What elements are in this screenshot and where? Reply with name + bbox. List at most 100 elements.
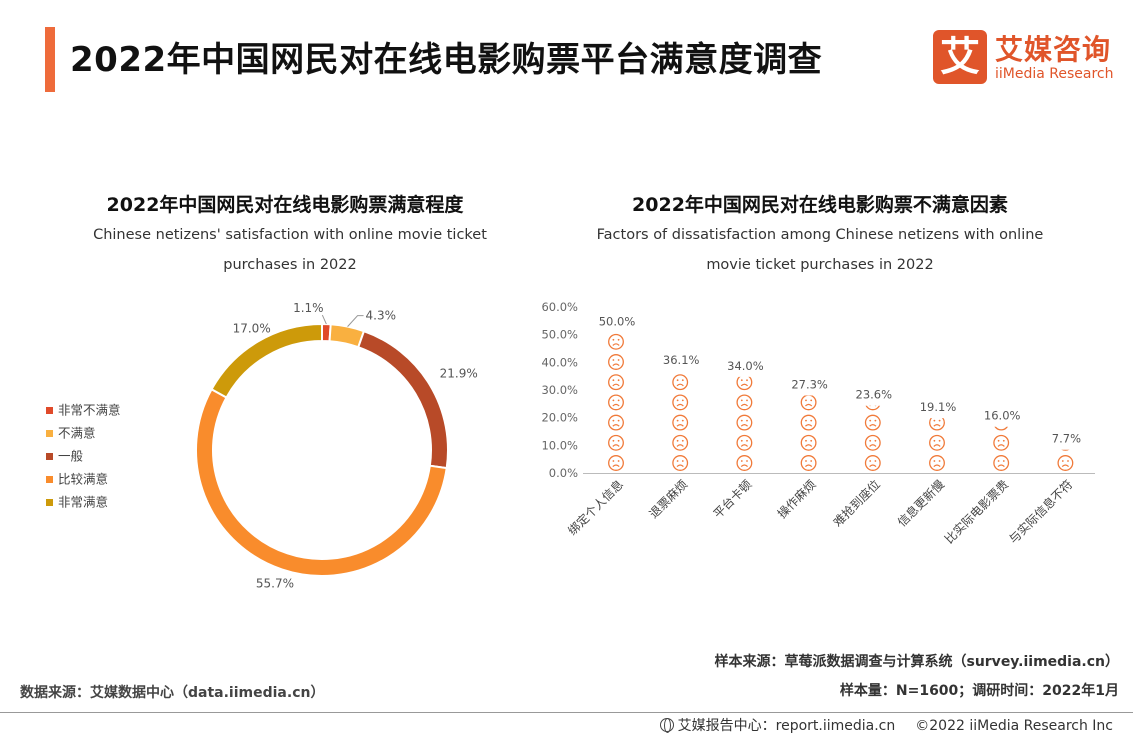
sad-face-icon <box>672 394 689 411</box>
x-tick-label: 平台卡顿 <box>710 477 755 522</box>
donut-data-label: 55.7% <box>256 576 294 590</box>
pictograph-bar <box>993 426 1010 471</box>
footer-divider <box>0 712 1133 713</box>
sad-face-icon <box>929 418 945 431</box>
sad-face-icon <box>864 414 881 431</box>
sad-face-icon <box>672 374 689 391</box>
donut-slice <box>357 329 449 470</box>
sad-face-icon <box>800 395 817 411</box>
pictograph-bar <box>736 376 753 471</box>
donut-slice <box>195 387 448 577</box>
legend-label: 比较满意 <box>58 472 108 487</box>
sad-face-icon <box>929 434 945 451</box>
legend-swatch <box>46 499 53 506</box>
legend-label: 非常满意 <box>58 495 108 510</box>
donut-chart: 1.1% 4.3% 21.9% 55.7% 17.0% 非常不满意不满意一般比较满意非常满… <box>46 301 478 590</box>
data-source: 数据来源：艾媒数据中心（data.iimedia.cn） <box>20 685 325 701</box>
sad-face-icon <box>736 394 753 411</box>
bar-subtitle-line2: movie ticket purchases in 2022 <box>706 257 934 273</box>
bar-data-label: 16.0% <box>984 409 1021 423</box>
legend-label: 非常不满意 <box>58 403 121 418</box>
y-tick-label: 60.0% <box>541 300 578 314</box>
y-tick-label: 40.0% <box>541 355 578 369</box>
donut-data-label: 17.0% <box>233 322 271 336</box>
sad-face-icon <box>736 414 753 431</box>
pictograph-bar-chart: 0.0% 10.0% 20.0% 30.0% 40.0% 50.0% 60.0% 50.0% 绑… <box>541 300 1095 547</box>
bar-data-label: 19.1% <box>920 400 957 414</box>
pictograph-bar <box>1057 449 1074 471</box>
donut-leader-line <box>321 314 327 325</box>
y-tick-label: 50.0% <box>541 328 578 342</box>
footer: 艾媒报告中心：report.iimedia.cn ©2022 iiMedia Re… <box>659 715 1113 735</box>
sad-face-icon <box>800 434 817 451</box>
sad-face-icon <box>608 374 624 391</box>
sad-face-icon <box>865 405 881 411</box>
sample-size: 样本量：N=1600；调研时间：2022年1月 <box>839 683 1119 699</box>
y-tick-label: 30.0% <box>541 383 578 397</box>
bar-subtitle-line1: Factors of dissatisfaction among Chinese… <box>596 227 1044 243</box>
sad-face-icon <box>608 354 624 370</box>
legend-swatch <box>46 407 53 414</box>
sad-face-icon <box>929 455 945 471</box>
sad-face-icon <box>608 455 624 471</box>
x-tick-label: 操作麻烦 <box>774 477 819 522</box>
bar-data-label: 50.0% <box>599 315 636 329</box>
sad-face-icon <box>800 455 817 471</box>
pictograph-bar <box>608 333 624 471</box>
x-tick-label: 绑定个人信息 <box>565 477 627 539</box>
sad-face-icon <box>736 434 753 451</box>
x-tick-label: 比实际电影票贵 <box>941 477 1011 547</box>
bar-data-label: 27.3% <box>791 377 828 391</box>
sad-face-icon <box>608 333 624 350</box>
title-accent-bar <box>45 27 55 92</box>
legend-swatch <box>46 476 53 483</box>
sad-face-icon <box>993 455 1010 471</box>
donut-chart-subtitle: Chinese netizens' satisfaction with onli… <box>40 220 540 280</box>
bar-data-label: 34.0% <box>727 359 764 373</box>
y-tick-label: 20.0% <box>541 411 578 425</box>
bar-chart-title: 2022年中国网民对在线电影购票不满意因素 <box>632 194 1008 216</box>
bar-data-label: 23.6% <box>856 388 893 402</box>
iimedia-logo: 艾 艾媒咨询 iiMedia Research <box>933 28 1123 84</box>
sad-face-icon <box>736 455 753 471</box>
sad-face-icon <box>864 434 881 451</box>
donut-slice <box>210 322 323 399</box>
sad-face-icon <box>864 455 881 471</box>
sad-face-icon <box>993 434 1010 451</box>
donut-leader-line <box>347 315 364 327</box>
sad-face-icon <box>1057 455 1074 471</box>
x-tick-label: 难抢到座位 <box>830 477 883 530</box>
sad-face-icon <box>672 414 689 431</box>
legend-label: 一般 <box>58 449 84 464</box>
sad-face-icon <box>800 414 817 431</box>
donut-subtitle-line2: purchases in 2022 <box>223 257 357 273</box>
donut-data-label: 4.3% <box>366 309 397 323</box>
bar-chart-subtitle: Factors of dissatisfaction among Chinese… <box>560 220 1080 280</box>
donut-data-label: 1.1% <box>293 301 324 315</box>
logo-name-en: iiMedia Research <box>995 66 1114 82</box>
sample-source: 样本来源：草莓派数据调查与计算系统（survey.iimedia.cn） <box>714 654 1119 670</box>
pictograph-bar <box>672 374 689 471</box>
page-title: 2022年中国网民对在线电影购票平台满意度调查 <box>70 40 823 80</box>
donut-chart-title: 2022年中国网民对在线电影购票满意程度 <box>106 194 464 216</box>
sad-face-icon <box>608 394 624 411</box>
pictograph-bar <box>929 418 945 471</box>
donut-data-label: 21.9% <box>440 366 478 380</box>
sad-face-icon <box>994 426 1008 431</box>
legend-swatch <box>46 430 53 437</box>
x-tick-label: 信息更新慢 <box>894 477 947 530</box>
sad-face-icon <box>672 434 689 451</box>
report-center-link[interactable]: 艾媒报告中心：report.iimedia.cn <box>677 718 896 734</box>
sad-face-icon <box>1061 449 1070 451</box>
sad-face-icon <box>736 376 753 391</box>
pictograph-bar <box>800 395 817 471</box>
sad-face-icon <box>608 414 624 431</box>
sad-face-icon <box>672 455 689 471</box>
y-tick-label: 0.0% <box>549 466 578 480</box>
legend-swatch <box>46 453 53 460</box>
bar-data-label: 7.7% <box>1052 432 1081 446</box>
globe-icon <box>659 718 674 733</box>
sad-face-icon <box>608 434 624 451</box>
legend-label: 不满意 <box>58 426 96 441</box>
logo-mark: 艾 <box>933 30 987 84</box>
